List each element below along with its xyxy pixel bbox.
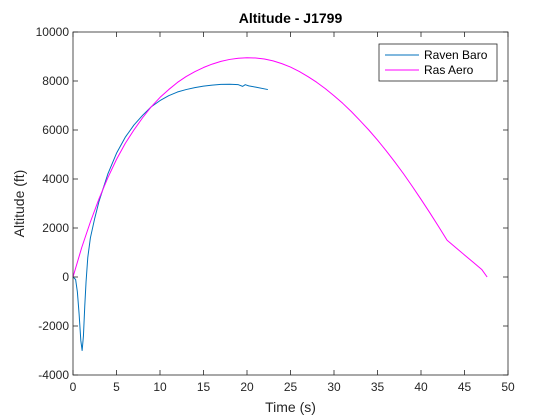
y-tick-label: 6000 — [42, 123, 69, 137]
x-tick-label: 0 — [70, 380, 77, 394]
x-tick-label: 35 — [371, 380, 385, 394]
y-tick-label: 10000 — [36, 25, 70, 39]
x-tick-label: 15 — [197, 380, 211, 394]
x-tick-label: 5 — [113, 380, 120, 394]
x-axis-label: Time (s) — [265, 399, 316, 415]
series-line-2 — [72, 57, 488, 278]
legend-label-2: Ras Aero — [424, 63, 474, 77]
y-tick-label: -2000 — [38, 319, 69, 333]
y-tick-label: 4000 — [42, 172, 69, 186]
x-tick-label: 20 — [240, 380, 254, 394]
series-line-1 — [72, 83, 268, 351]
plot-area — [73, 32, 508, 375]
series-layer — [72, 57, 488, 351]
legend-box — [378, 43, 498, 82]
x-tick-label: 25 — [284, 380, 298, 394]
x-tick-label: 30 — [327, 380, 341, 394]
y-tick-label: 0 — [62, 270, 69, 284]
x-tick-label: 50 — [501, 380, 515, 394]
y-axis-label: Altitude (ft) — [11, 170, 27, 238]
x-tick-label: 40 — [414, 380, 428, 394]
legend-label-1: Raven Baro — [424, 48, 488, 62]
y-tick-label: -4000 — [38, 368, 69, 382]
x-tick-label: 10 — [153, 380, 167, 394]
y-axis-ticks: -4000 -2000 0 2000 4000 6000 8000 10000 — [36, 25, 508, 382]
x-tick-label: 45 — [458, 380, 472, 394]
x-axis-ticks: 0 5 10 15 20 25 30 35 40 45 50 — [70, 32, 515, 394]
chart-title: Altitude - J1799 — [239, 10, 343, 26]
y-tick-label: 2000 — [42, 221, 69, 235]
y-tick-label: 8000 — [42, 74, 69, 88]
